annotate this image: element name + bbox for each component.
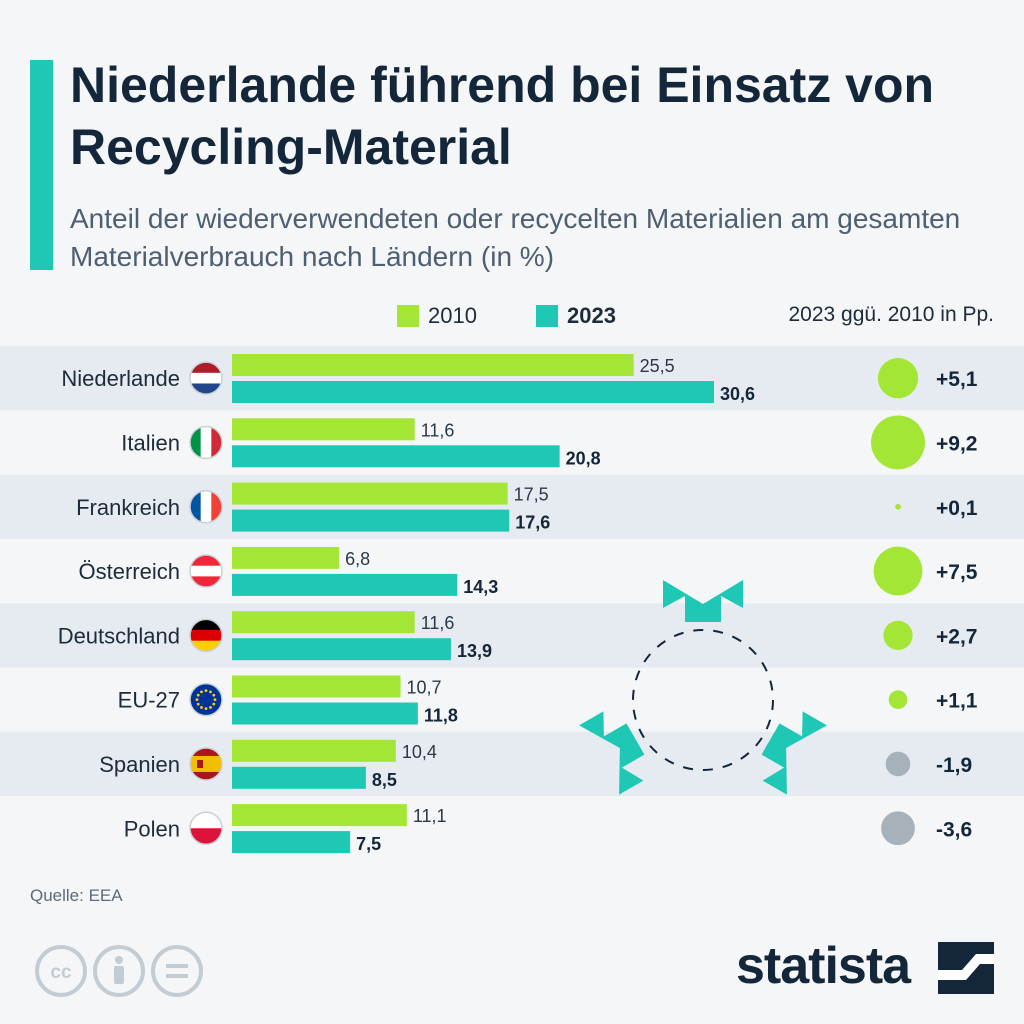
row-band (0, 474, 1024, 539)
bar-2023 (232, 509, 510, 532)
bar-2010 (232, 482, 508, 505)
legend-label-2010: 2010 (428, 303, 477, 328)
bar-2010 (232, 354, 634, 376)
change-bubble (888, 690, 908, 709)
cc-icon[interactable]: cc (35, 945, 87, 997)
change-label: +1,1 (936, 690, 978, 713)
data-label-2023: 17,6 (515, 513, 550, 533)
change-label: -1,9 (936, 754, 972, 777)
change-bubble (877, 358, 919, 399)
flag-spain-icon (189, 747, 223, 781)
chart-title: Niederlande führend bei Einsatz von Recy… (70, 57, 935, 175)
flag-netherlands-icon (189, 361, 223, 395)
change-label: +2,7 (936, 625, 977, 648)
table-row: EU-27 10,7 11,8 +1,1 (118, 675, 978, 726)
license-icons: cc (35, 945, 203, 997)
chart-subtitle: Anteil der wiederverwendeten oder recyce… (70, 203, 961, 272)
bar-2010 (232, 546, 340, 569)
category-label: EU-27 (118, 688, 180, 713)
data-label-2023: 13,9 (457, 641, 492, 661)
data-label-2023: 8,5 (372, 770, 397, 790)
change-bubble (883, 620, 913, 650)
svg-text:cc: cc (50, 962, 72, 983)
bar-2023 (232, 638, 451, 661)
data-label-2010: 25,5 (640, 356, 675, 376)
bar-2010 (232, 418, 415, 441)
row-band (0, 603, 1024, 668)
bar-2010 (232, 804, 407, 827)
flag-austria-icon (189, 554, 223, 588)
change-column-header: 2023 ggü. 2010 in Pp. (788, 303, 994, 326)
data-label-2010: 11,1 (413, 806, 447, 826)
by-icon[interactable] (93, 945, 145, 997)
category-label: Italien (121, 430, 180, 455)
category-label: Frankreich (76, 495, 180, 520)
nd-icon[interactable] (151, 945, 203, 997)
data-label-2023: 20,8 (566, 448, 601, 468)
data-label-2010: 10,7 (407, 678, 442, 698)
statista-logo: statista (736, 937, 911, 995)
table-row: Italien 11,6 20,8 +9,2 (121, 415, 977, 470)
table-row: Spanien 10,48,5 -1,9 (99, 739, 972, 790)
bar-2023 (232, 702, 418, 725)
flag-italy-icon (189, 425, 223, 460)
bar-2023 (232, 381, 714, 403)
data-label-2010: 6,8 (345, 549, 370, 569)
bar-2010 (232, 739, 396, 762)
category-label: Polen (124, 816, 180, 841)
legend-label-2023: 2023 (567, 303, 616, 328)
change-label: +5,1 (936, 368, 978, 391)
recycling-icon (579, 580, 827, 795)
legend-swatch-2010 (397, 305, 419, 327)
category-label: Spanien (99, 752, 180, 777)
change-label: +0,1 (936, 497, 978, 520)
table-row: Österreich 6,8 14,3 +7,5 (79, 546, 978, 597)
bar-2010 (232, 611, 415, 634)
category-label: Österreich (79, 559, 180, 584)
change-label: +7,5 (936, 561, 978, 584)
flag-france-icon (189, 490, 223, 524)
source-note: Quelle: EEA (30, 886, 123, 905)
bar-2023 (232, 831, 351, 854)
change-bubble (873, 546, 923, 596)
flag-eu-icon (189, 682, 223, 717)
data-label-2010: 10,4 (402, 742, 437, 762)
category-label: Niederlande (61, 366, 180, 391)
flag-poland-icon (189, 811, 223, 845)
bar-2023 (232, 766, 366, 789)
data-label-2023: 11,8 (424, 706, 458, 726)
data-label-2010: 11,6 (421, 613, 455, 633)
change-bubble (881, 811, 915, 846)
category-label: Deutschland (58, 623, 180, 648)
flag-germany-icon (189, 618, 223, 653)
data-label-2010: 17,5 (514, 485, 549, 505)
change-label: -3,6 (936, 818, 972, 841)
row-band (0, 731, 1024, 797)
bar-2023 (232, 573, 458, 596)
change-bubble (895, 503, 901, 510)
change-label: +9,2 (936, 432, 977, 455)
table-row: Deutschland 11,613,9 +2,7 (58, 611, 977, 661)
data-label-2023: 30,6 (720, 384, 755, 404)
legend-swatch-2023 (536, 305, 558, 327)
change-bubble (871, 415, 925, 470)
change-bubble (885, 751, 911, 777)
bar-2023 (232, 445, 560, 468)
data-label-2023: 14,3 (463, 577, 498, 597)
data-label-2010: 11,6 (421, 420, 455, 440)
data-label-2023: 7,5 (356, 834, 381, 854)
statista-logo-icon (938, 942, 994, 994)
title-accent-bar (30, 60, 53, 270)
bar-2010 (232, 675, 401, 698)
table-row: Niederlande 25,5 30,6 +5,1 (61, 354, 978, 404)
table-row: Frankreich 17,5 17,6 +0,1 (76, 482, 978, 533)
table-row: Polen 11,1 7,5 -3,6 (124, 804, 972, 854)
